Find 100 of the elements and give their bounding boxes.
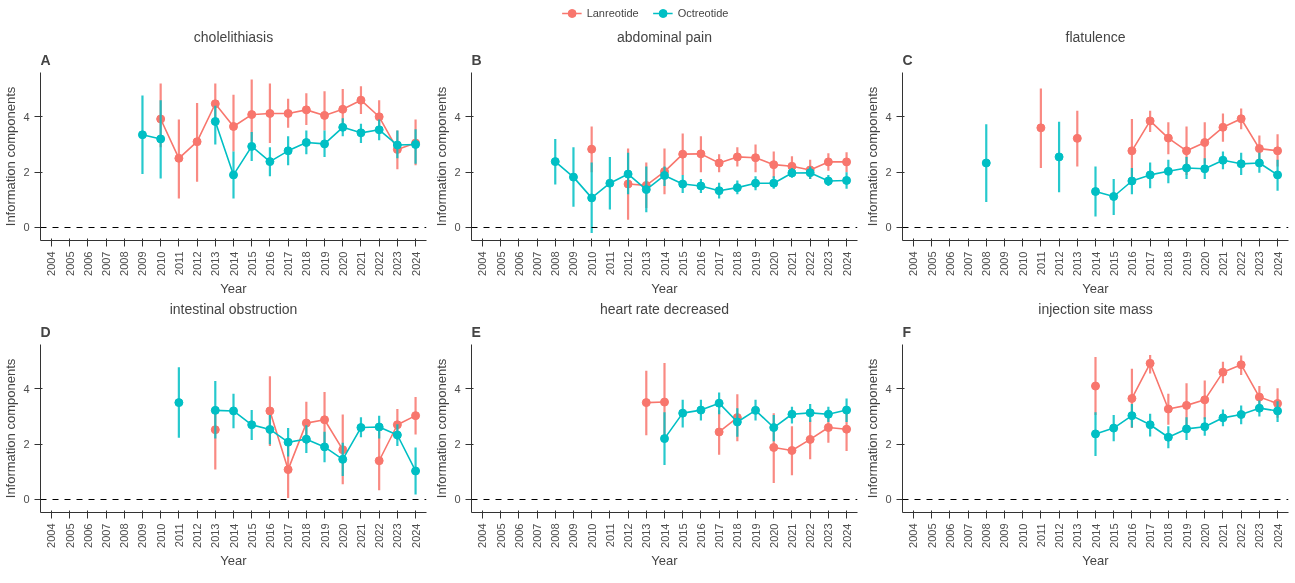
y-tick-label: 0 (23, 221, 30, 234)
chart-title: cholelithiasis (193, 28, 274, 45)
x-tick-label: 2006 (81, 251, 94, 276)
x-tick-label: 2016 (263, 523, 276, 548)
x-tick-label: 2011 (1034, 251, 1047, 276)
x-tick-label: 2020 (767, 251, 780, 276)
x-tick-label: 2012 (191, 251, 204, 276)
x-tick-label: 2024 (840, 523, 853, 548)
x-tick-label: 2018 (1162, 523, 1175, 548)
x-tick-label: 2015 (1107, 251, 1120, 276)
y-tick-label: 4 (885, 110, 892, 123)
x-tick-label: 2024 (1271, 251, 1284, 276)
x-tick-label: 2016 (694, 523, 707, 548)
x-tick-label: 2011 (172, 251, 185, 276)
text: F (902, 323, 912, 340)
x-tick-label: 2019 (1180, 523, 1193, 548)
x-tick-label: 2023 (822, 251, 835, 276)
x-axis-title: Year (220, 552, 248, 568)
x-tick-label: 2012 (622, 523, 635, 548)
x-tick-label: 2006 (943, 251, 956, 276)
x-tick-label: 2022 (1235, 523, 1248, 548)
x-tick-label: 2004 (907, 251, 920, 276)
x-tick-label: 2019 (749, 523, 762, 548)
y-axis-title: Information components (865, 358, 881, 499)
x-tick-label: 2005 (63, 523, 76, 548)
x-tick-label: 2010 (1016, 523, 1029, 548)
x-tick-label: 2011 (172, 523, 185, 548)
chart-title: heart rate decreased (599, 300, 730, 317)
legend-label: Lanreotide (586, 7, 639, 19)
x-tick-label: 2006 (81, 523, 94, 548)
x-tick-label: 2023 (1253, 251, 1266, 276)
x-tick-label: 2007 (531, 523, 544, 548)
x-tick-label: 2005 (494, 251, 507, 276)
x-tick-label: 2024 (409, 523, 422, 548)
y-tick-label: 2 (885, 438, 892, 451)
x-tick-label: 2012 (622, 251, 635, 276)
x-tick-label: 2016 (1125, 523, 1138, 548)
x-tick-label: 2021 (785, 251, 798, 276)
x-tick-label: 2019 (749, 251, 762, 276)
x-tick-label: 2014 (1089, 523, 1102, 548)
x-tick-label: 2020 (336, 523, 349, 548)
x-tick-label: 2021 (354, 251, 367, 276)
y-tick-label: 2 (23, 438, 30, 451)
x-axis-title: Year (220, 280, 248, 296)
x-tick-label: 2007 (962, 251, 975, 276)
y-tick-label: 2 (454, 438, 461, 451)
x-tick-label: 2004 (476, 523, 489, 548)
x-tick-label: 2018 (731, 251, 744, 276)
x-tick-label: 2008 (118, 251, 131, 276)
x-tick-label: 2021 (354, 523, 367, 548)
y-tick-label: 2 (885, 166, 892, 179)
x-tick-label: 2022 (1235, 251, 1248, 276)
x-tick-label: 2008 (980, 251, 993, 276)
chart-title: intestinal obstruction (169, 300, 298, 317)
x-tick-label: 2009 (998, 523, 1011, 548)
x-tick-label: 2010 (154, 251, 167, 276)
x-tick-label: 2011 (1034, 523, 1047, 548)
legend-label: Octreotide (677, 7, 729, 19)
x-tick-label: 2018 (731, 523, 744, 548)
x-tick-label: 2016 (263, 251, 276, 276)
y-tick-label: 0 (885, 493, 892, 506)
x-tick-label: 2022 (373, 251, 386, 276)
x-tick-label: 2019 (318, 523, 331, 548)
x-tick-label: 2014 (227, 251, 240, 276)
y-tick-label: 4 (454, 110, 461, 123)
x-tick-label: 2009 (567, 251, 580, 276)
x-tick-label: 2006 (943, 523, 956, 548)
y-axis-title: Information components (3, 86, 19, 227)
x-tick-label: 2017 (713, 523, 726, 548)
x-tick-label: 2022 (804, 523, 817, 548)
y-tick-label: 0 (454, 493, 461, 506)
text: C (902, 51, 913, 68)
x-tick-label: 2004 (45, 523, 58, 548)
x-tick-label: 2020 (767, 523, 780, 548)
x-tick-label: 2009 (136, 251, 149, 276)
x-axis-title: Year (1082, 552, 1110, 568)
x-tick-label: 2004 (907, 523, 920, 548)
x-tick-label: 2022 (804, 251, 817, 276)
chart-title: injection site mass (1038, 300, 1153, 317)
x-tick-label: 2013 (640, 251, 653, 276)
x-tick-label: 2012 (191, 523, 204, 548)
y-axis-title: Information components (865, 86, 881, 227)
x-tick-label: 2005 (494, 523, 507, 548)
x-tick-label: 2009 (567, 523, 580, 548)
x-tick-label: 2007 (962, 523, 975, 548)
x-tick-label: 2008 (549, 523, 562, 548)
x-tick-label: 2007 (100, 251, 113, 276)
x-tick-label: 2019 (318, 251, 331, 276)
y-axis-title: Information components (3, 358, 19, 499)
x-tick-label: 2006 (512, 523, 525, 548)
x-tick-label: 2004 (476, 251, 489, 276)
y-tick-label: 4 (23, 110, 30, 123)
y-tick-label: 4 (885, 382, 892, 395)
x-tick-label: 2023 (391, 523, 404, 548)
x-axis-title: Year (651, 280, 679, 296)
x-tick-label: 2022 (373, 523, 386, 548)
x-tick-label: 2008 (118, 523, 131, 548)
x-tick-label: 2004 (45, 251, 58, 276)
x-tick-label: 2008 (549, 251, 562, 276)
y-tick-label: 0 (454, 221, 461, 234)
